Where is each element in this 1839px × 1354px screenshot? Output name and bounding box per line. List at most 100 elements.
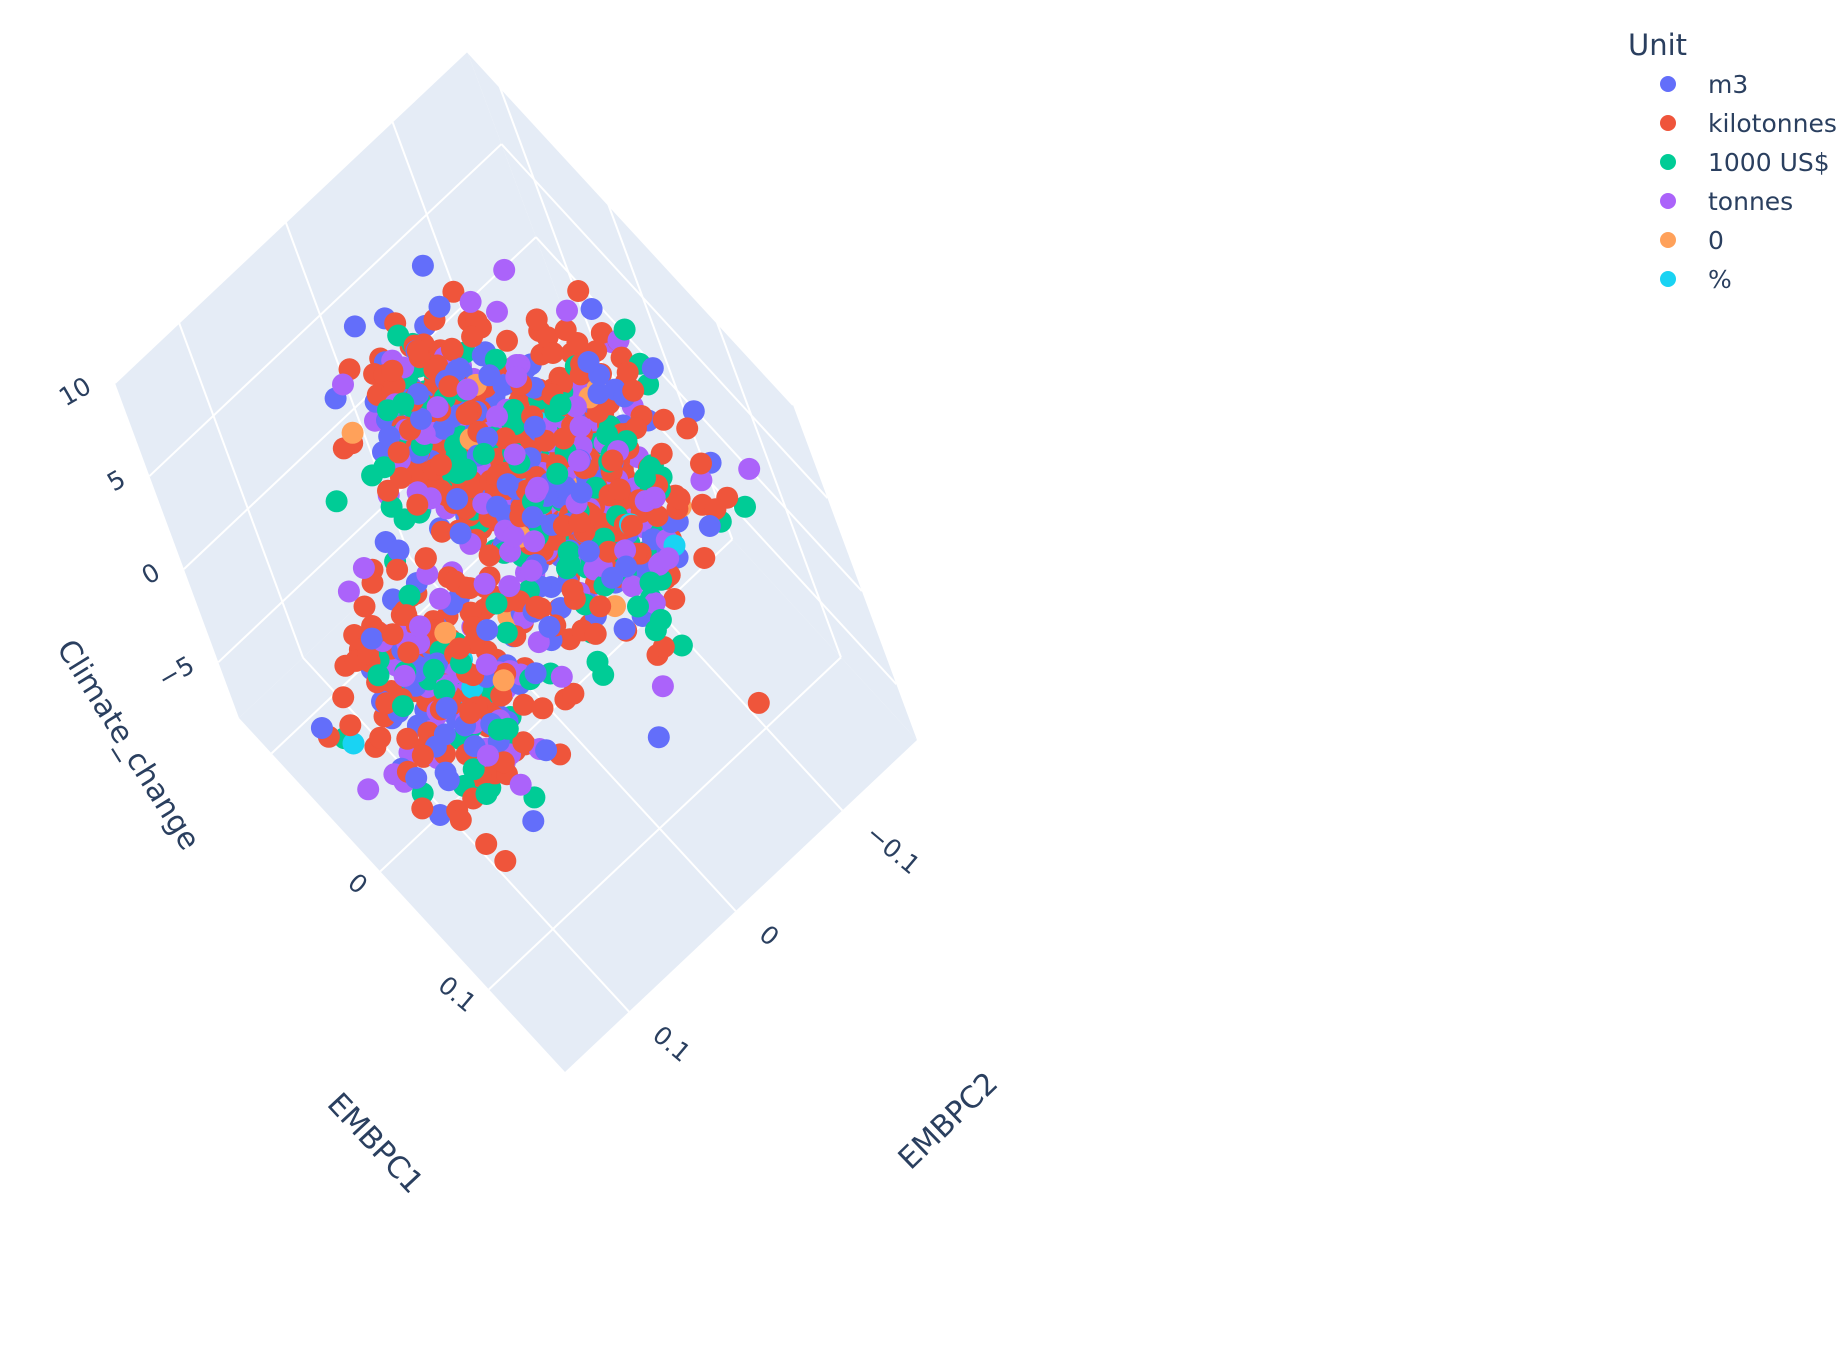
data-point-1000US[interactable] (325, 490, 348, 513)
data-point-tonnes[interactable] (567, 449, 590, 472)
data-point-tonnes[interactable] (569, 415, 592, 438)
data-point-kilotonnes[interactable] (375, 692, 398, 715)
data-point-m3[interactable] (429, 804, 452, 826)
data-point-m3[interactable] (521, 506, 544, 529)
data-point-kilotonnes[interactable] (668, 487, 691, 510)
data-point-tonnes[interactable] (502, 525, 525, 548)
data-point-kilotonnes[interactable] (459, 701, 482, 724)
data-point-kilotonnes[interactable] (652, 636, 675, 658)
data-point-kilotonnes[interactable] (541, 342, 564, 364)
data-point-tonnes[interactable] (357, 778, 380, 801)
data-point-kilotonnes[interactable] (566, 332, 589, 354)
data-point-m3[interactable] (577, 351, 600, 373)
data-point-kilotonnes[interactable] (411, 797, 434, 820)
data-point-tonnes[interactable] (477, 744, 499, 767)
data-point-1000US[interactable] (373, 456, 396, 479)
data-point-kilotonnes[interactable] (704, 498, 727, 521)
data-point-kilotonnes[interactable] (597, 540, 620, 563)
data-point-tonnes[interactable] (550, 665, 573, 688)
data-point-tonnes[interactable] (509, 773, 532, 796)
data-point-m3[interactable] (587, 382, 610, 405)
data-point-m3[interactable] (601, 566, 624, 589)
data-point-kilotonnes[interactable] (386, 558, 409, 581)
data-point-tonnes[interactable] (486, 405, 508, 428)
data-point-kilotonnes[interactable] (396, 727, 419, 750)
data-point-1000US[interactable] (387, 324, 410, 347)
legend-item[interactable]: tonnes (1660, 187, 1793, 216)
data-point-kilotonnes[interactable] (589, 595, 612, 618)
data-point-kilotonnes[interactable] (381, 623, 404, 646)
data-point-kilotonnes[interactable] (440, 337, 463, 360)
data-point-kilotonnes[interactable] (584, 622, 607, 645)
data-point-kilotonnes[interactable] (381, 359, 404, 382)
data-point-1000US[interactable] (613, 318, 636, 341)
data-point-kilotonnes[interactable] (525, 308, 548, 331)
data-point-1000US[interactable] (558, 552, 581, 575)
data-point-m3[interactable] (647, 726, 670, 749)
data-point-kilotonnes[interactable] (397, 641, 420, 664)
data-point-1000US[interactable] (495, 621, 518, 644)
data-point-m3[interactable] (522, 810, 545, 833)
data-point-kilotonnes[interactable] (676, 417, 699, 440)
data-point-tonnes[interactable] (614, 539, 637, 562)
data-point-tonnes[interactable] (738, 457, 761, 480)
data-point-tonnes[interactable] (503, 443, 526, 466)
data-point-m3[interactable] (432, 417, 455, 440)
data-point-tonnes[interactable] (459, 290, 482, 313)
data-point-1000US[interactable] (485, 592, 508, 615)
data-point-kilotonnes[interactable] (552, 427, 575, 450)
data-point-kilotonnes[interactable] (567, 280, 590, 302)
data-point-1000US[interactable] (462, 758, 485, 781)
data-point-tonnes[interactable] (352, 557, 375, 579)
data-point-kilotonnes[interactable] (568, 510, 591, 533)
data-point-0[interactable] (492, 669, 515, 692)
data-point-kilotonnes[interactable] (652, 408, 675, 431)
data-point-kilotonnes[interactable] (339, 714, 362, 737)
data-point-1000US[interactable] (639, 571, 662, 594)
data-point-m3[interactable] (580, 298, 603, 320)
data-point-m3[interactable] (343, 315, 366, 338)
data-point-kilotonnes[interactable] (561, 578, 584, 601)
data-point-kilotonnes[interactable] (429, 453, 452, 476)
data-point-kilotonnes[interactable] (622, 379, 645, 402)
data-point-kilotonnes[interactable] (601, 449, 624, 472)
data-point-1000US[interactable] (586, 650, 609, 673)
data-point-m3[interactable] (577, 540, 600, 563)
data-point-kilotonnes[interactable] (562, 682, 585, 705)
data-point-1000US[interactable] (422, 658, 445, 681)
data-point-m3[interactable] (535, 739, 558, 762)
legend-item[interactable]: 1000 US$ (1660, 148, 1830, 177)
data-point-kilotonnes[interactable] (353, 595, 376, 618)
data-point-1000US[interactable] (433, 679, 456, 702)
data-point-m3[interactable] (523, 415, 546, 438)
data-point-m3[interactable] (435, 696, 458, 719)
data-point-m3[interactable] (449, 522, 472, 545)
data-point-1000US[interactable] (496, 717, 519, 740)
data-point-m3[interactable] (478, 364, 501, 387)
data-point-0[interactable] (434, 621, 457, 644)
data-point-kilotonnes[interactable] (646, 505, 669, 527)
data-point-m3[interactable] (524, 662, 547, 685)
data-point-kilotonnes[interactable] (461, 325, 484, 348)
data-point-kilotonnes[interactable] (608, 478, 631, 501)
data-point-1000US[interactable] (634, 467, 656, 489)
data-point-kilotonnes[interactable] (496, 329, 518, 352)
data-point-m3[interactable] (310, 717, 333, 739)
legend-item[interactable]: % (1660, 265, 1732, 294)
data-point-1000US[interactable] (455, 458, 478, 481)
data-point-m3[interactable] (387, 539, 410, 562)
data-point-kilotonnes[interactable] (531, 697, 554, 720)
data-point-kilotonnes[interactable] (590, 322, 613, 344)
data-point-tonnes[interactable] (486, 300, 508, 323)
data-point-kilotonnes[interactable] (475, 833, 498, 855)
data-point-tonnes[interactable] (426, 396, 449, 419)
data-point-m3[interactable] (446, 488, 469, 510)
data-point-tonnes[interactable] (643, 486, 666, 509)
data-point-tonnes[interactable] (409, 615, 431, 638)
data-point-kilotonnes[interactable] (369, 726, 392, 749)
data-point-kilotonnes[interactable] (406, 339, 429, 362)
data-point-kilotonnes[interactable] (529, 597, 552, 620)
data-point-kilotonnes[interactable] (332, 686, 355, 709)
data-point-tonnes[interactable] (657, 547, 680, 570)
data-point-kilotonnes[interactable] (693, 547, 716, 569)
